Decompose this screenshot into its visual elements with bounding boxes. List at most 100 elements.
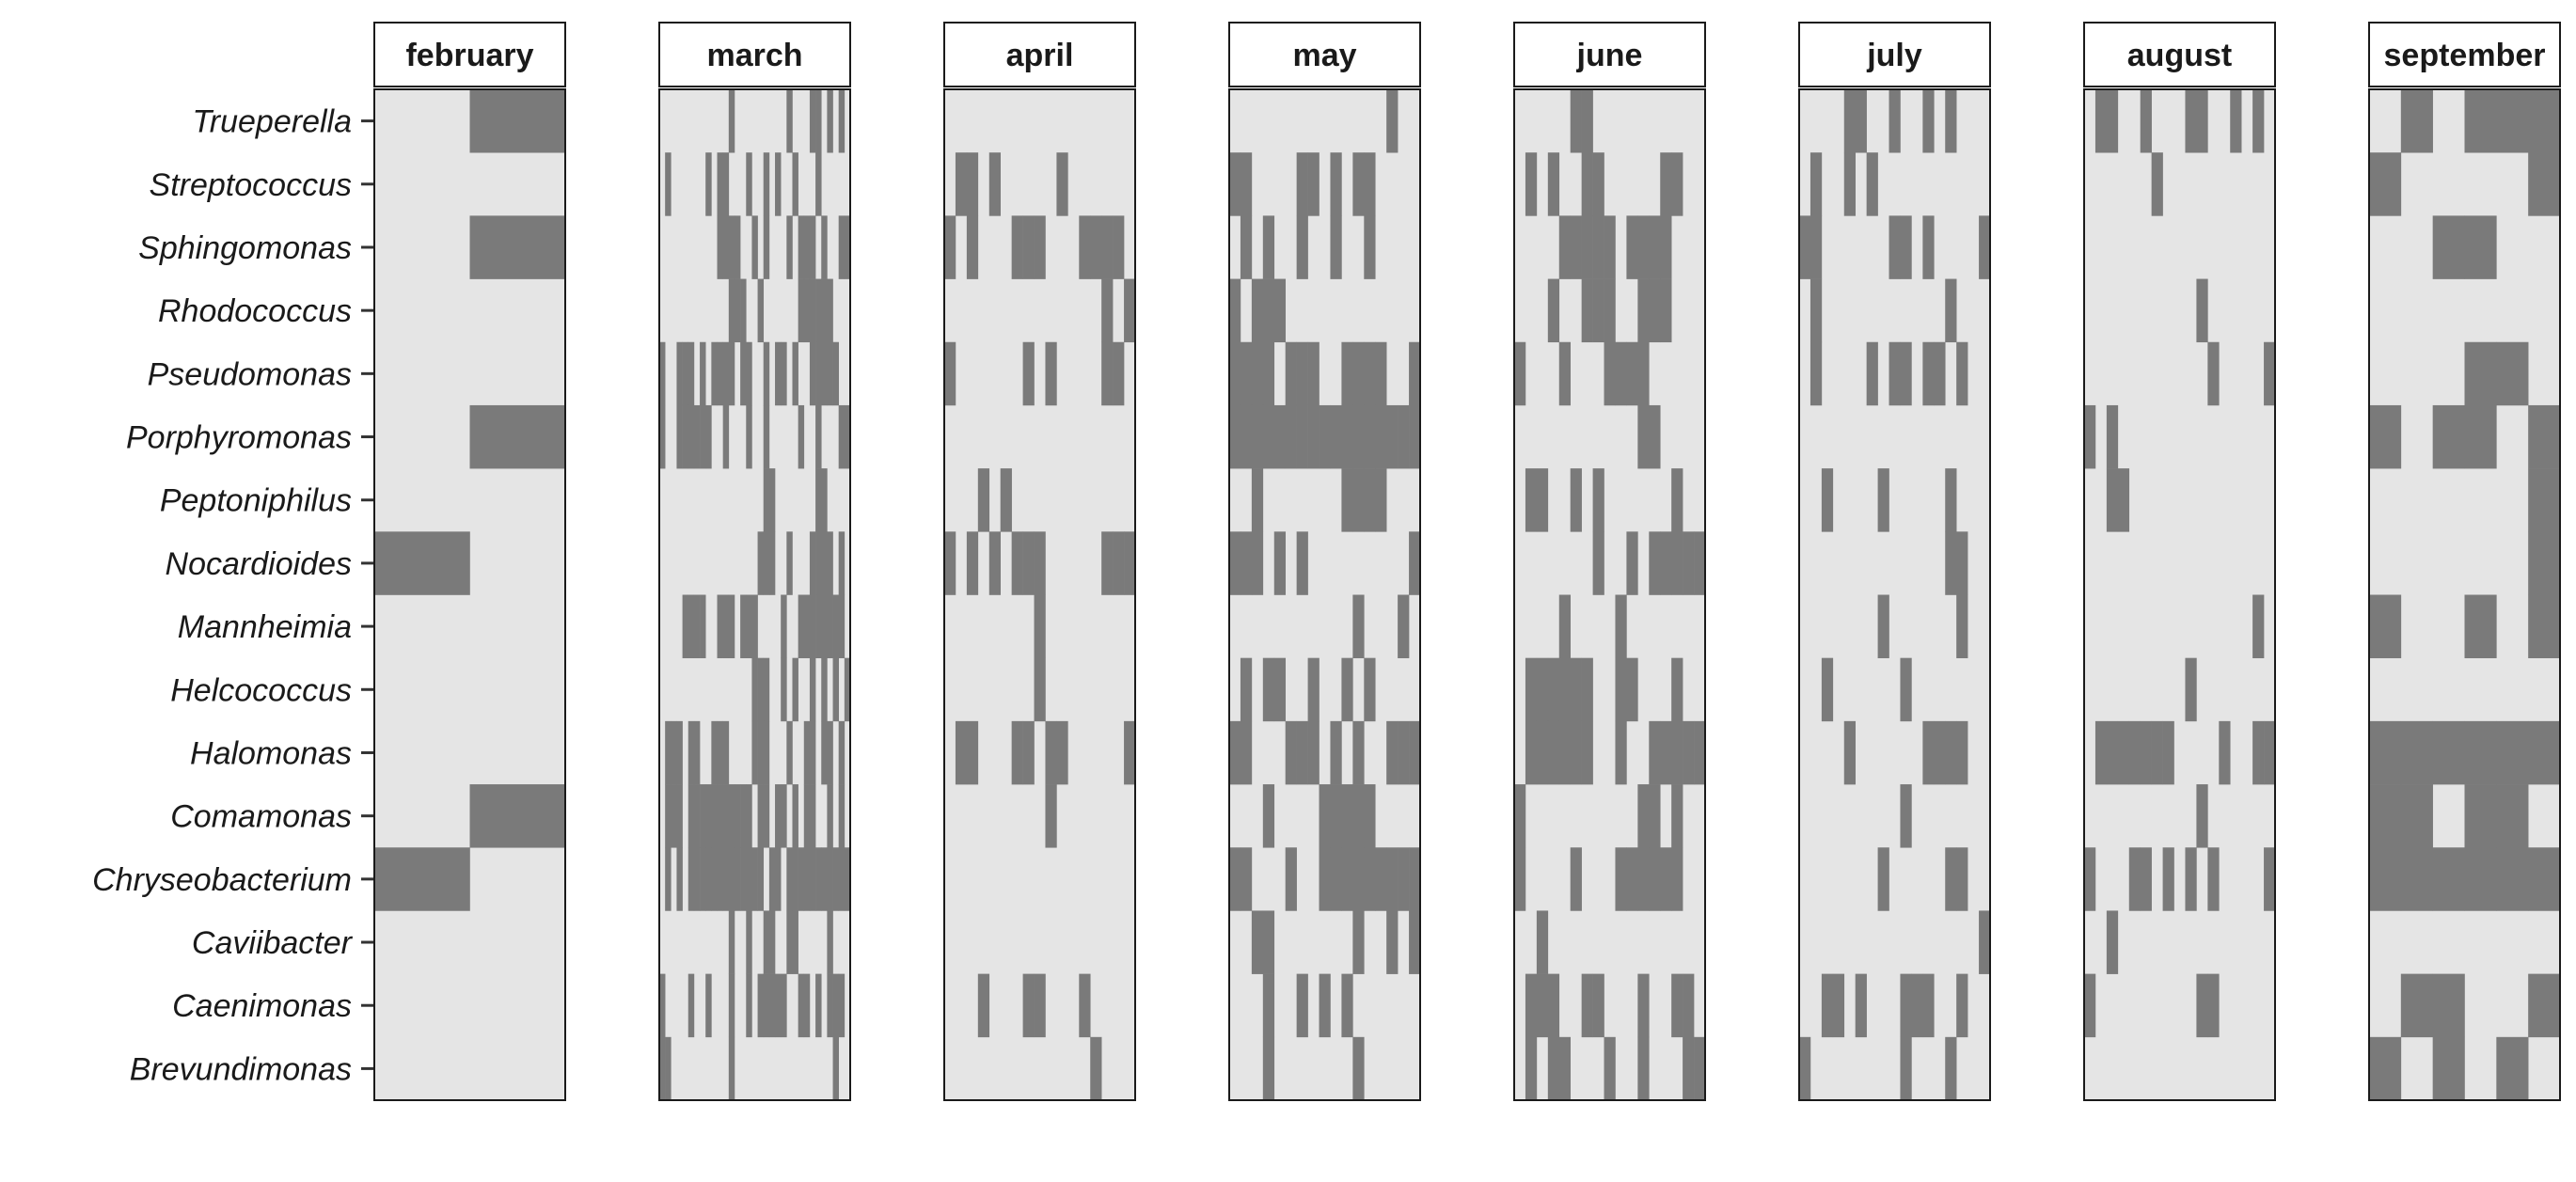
cell-march-comamonas-21: [781, 784, 787, 848]
facet-september: september: [2368, 22, 2561, 1101]
cell-march-mannheimia-7: [700, 594, 706, 658]
cell-july-sphingomonas-0: [1799, 215, 1811, 279]
cell-june-comamonas-0: [1514, 784, 1526, 848]
cell-april-streptococcus-1: [955, 152, 968, 216]
cell-june-nocardioides-13: [1660, 531, 1672, 595]
cell-march-mannheimia-21: [781, 594, 787, 658]
cell-march-halomonas-10: [717, 720, 723, 785]
cell-july-caenimonas-9: [1900, 973, 1912, 1038]
cell-march-mannheimia-16: [751, 594, 758, 658]
cell-march-halomonas-1: [665, 720, 672, 785]
cell-march-porphyromonas-8: [705, 404, 712, 469]
cell-may-halomonas-5: [1285, 720, 1297, 785]
cell-march-mannheimia-11: [722, 594, 730, 658]
cell-march-streptococcus-11: [722, 152, 730, 216]
cell-may-porphyromonas-9: [1330, 404, 1342, 469]
panel-border: [1513, 88, 1706, 1101]
cell-june-sphingomonas-13: [1660, 215, 1672, 279]
cell-april-sphingomonas-7: [1022, 215, 1035, 279]
cell-may-comamonas-9: [1330, 784, 1342, 848]
cell-march-mannheimia-28: [821, 594, 828, 658]
cell-june-sphingomonas-10: [1626, 215, 1638, 279]
cell-march-caenimonas-25: [803, 973, 811, 1038]
cell-june-helcococcus-6: [1581, 657, 1593, 722]
cell-may-sphingomonas-1: [1240, 215, 1253, 279]
cell-march-chryseobacterium-9: [711, 847, 718, 911]
cell-september-halomonas-0: [2369, 720, 2402, 785]
cell-june-chryseobacterium-13: [1660, 847, 1672, 911]
cell-march-chryseobacterium-15: [746, 847, 752, 911]
cell-march-comamonas-5: [687, 784, 695, 848]
cell-march-chryseobacterium-14: [740, 847, 747, 911]
cell-may-chryseobacterium-9: [1330, 847, 1342, 911]
cell-april-streptococcus-2: [966, 152, 979, 216]
cell-may-porphyromonas-15: [1398, 404, 1410, 469]
cell-march-caenimonas-5: [687, 973, 695, 1038]
cell-september-brevundimonas-0: [2369, 1036, 2402, 1101]
cell-march-porphyromonas-31: [838, 404, 845, 469]
cell-march-nocardioides-19: [768, 531, 776, 595]
cell-april-pseudomonas-15: [1113, 341, 1125, 406]
cell-june-helcococcus-14: [1671, 657, 1683, 722]
cell-march-chryseobacterium-8: [705, 847, 712, 911]
cell-march-chryseobacterium-26: [809, 847, 816, 911]
panel-border: [373, 88, 566, 1101]
cell-march-comamonas-9: [711, 784, 718, 848]
cell-march-caenimonas-8: [705, 973, 712, 1038]
row-label-pseudomonas: Pseudomonas: [148, 356, 352, 392]
cell-april-streptococcus-4: [988, 152, 1002, 216]
cell-march-comamonas-29: [827, 784, 833, 848]
cell-august-trueperella-15: [2252, 89, 2265, 153]
cell-march-porphyromonas-3: [676, 404, 683, 469]
cell-march-comamonas-12: [728, 784, 735, 848]
cell-may-chryseobacterium-10: [1341, 847, 1353, 911]
cell-may-nocardioides-4: [1273, 531, 1287, 595]
cell-march-peptoniphilus-28: [821, 468, 828, 532]
cell-march-helcococcus-18: [763, 657, 770, 722]
cell-march-rhodococcus-24: [798, 278, 805, 343]
cell-july-chryseobacterium-14: [1956, 847, 1968, 911]
cell-april-nocardioides-16: [1124, 531, 1136, 595]
cell-june-brevundimonas-16: [1694, 1036, 1706, 1101]
cell-september-chryseobacterium-1: [2400, 847, 2433, 911]
facet-title: february: [405, 38, 533, 73]
cell-july-halomonas-13: [1945, 720, 1957, 785]
cell-march-pseudomonas-30: [832, 341, 839, 406]
row-label-sphingomonas: Sphingomonas: [138, 230, 352, 266]
row-label-comamonas: Comamonas: [170, 799, 352, 835]
cell-may-pseudomonas-2: [1251, 341, 1264, 406]
cell-september-peptoniphilus-5: [2528, 468, 2561, 532]
cell-march-nocardioides-27: [815, 531, 822, 595]
facet-title: may: [1292, 38, 1356, 73]
cell-april-nocardioides-8: [1034, 531, 1046, 595]
cell-february-chryseobacterium-0: [374, 847, 470, 911]
cell-june-sphingomonas-12: [1649, 215, 1661, 279]
facet-strip: [2368, 22, 2561, 87]
panel-border: [658, 88, 851, 1101]
cell-march-nocardioides-28: [821, 531, 828, 595]
cell-september-chryseobacterium-0: [2369, 847, 2402, 911]
cell-june-streptococcus-6: [1581, 152, 1593, 216]
cell-july-halomonas-12: [1934, 720, 1946, 785]
cell-march-halomonas-29: [827, 720, 833, 785]
cell-march-chryseobacterium-16: [751, 847, 758, 911]
cell-may-pseudomonas-3: [1262, 341, 1275, 406]
cell-march-caenimonas-19: [768, 973, 776, 1038]
cell-march-trueperella-22: [786, 89, 793, 153]
cell-april-nocardioides-14: [1101, 531, 1114, 595]
cell-september-caenimonas-5: [2528, 973, 2561, 1038]
cell-may-halomonas-1: [1240, 720, 1253, 785]
cell-may-porphyromonas-10: [1341, 404, 1353, 469]
cell-june-trueperella-5: [1570, 89, 1582, 153]
cell-april-halomonas-10: [1056, 720, 1068, 785]
cell-september-porphyromonas-0: [2369, 404, 2402, 469]
cell-march-streptococcus-27: [815, 152, 822, 216]
cell-june-comamonas-12: [1649, 784, 1661, 848]
cell-september-halomonas-3: [2464, 720, 2497, 785]
cell-march-sphingomonas-25: [803, 215, 811, 279]
cell-april-sphingomonas-0: [944, 215, 956, 279]
cell-may-caviibacter-11: [1352, 910, 1365, 974]
cell-april-peptoniphilus-3: [977, 468, 990, 532]
cell-march-halomonas-16: [751, 720, 758, 785]
facet-may: may: [1228, 22, 1421, 1101]
